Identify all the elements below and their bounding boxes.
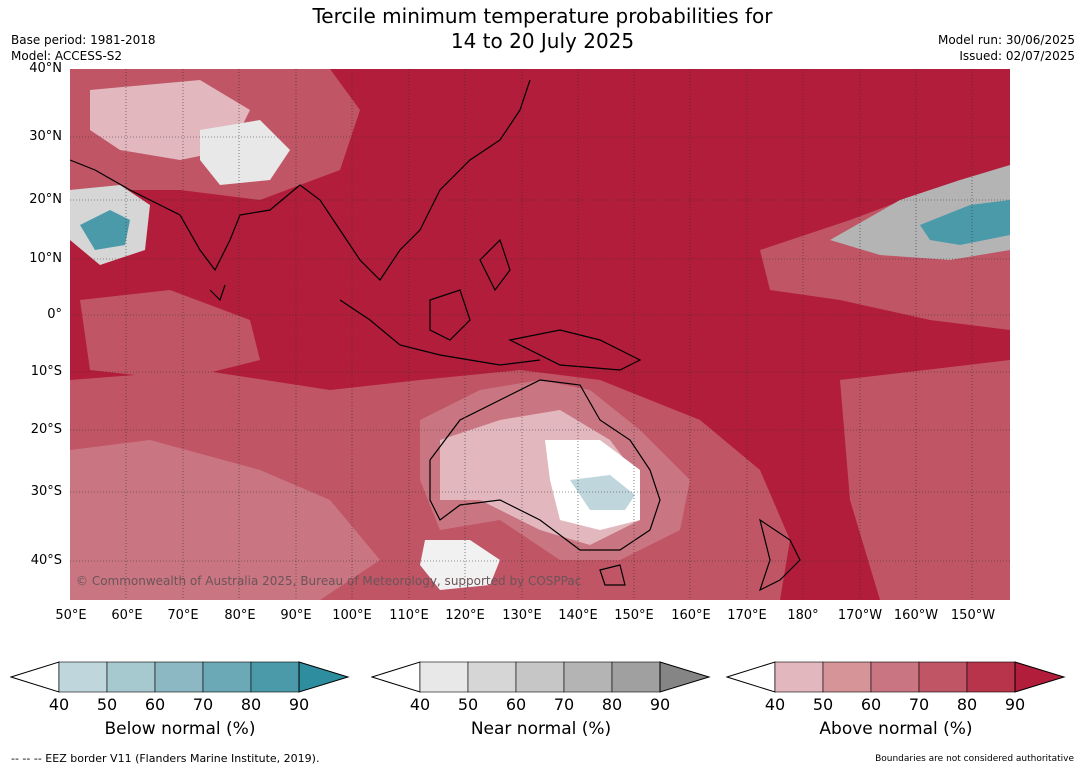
lat-label-40s: 40°S bbox=[30, 553, 62, 568]
cbar-near-high-triangle bbox=[659, 661, 711, 693]
tick: 90 bbox=[288, 695, 310, 714]
tick: 80 bbox=[240, 695, 262, 714]
lon-label-120e: 120°E bbox=[445, 608, 485, 623]
cbar-above-segment bbox=[966, 661, 1016, 693]
lon-label-90e: 90°E bbox=[280, 608, 312, 623]
lon-label-170e: 170°E bbox=[727, 608, 767, 623]
map-title: Tercile minimum temperature probabilitie… bbox=[0, 4, 1085, 54]
field-band-south-2 bbox=[70, 440, 380, 600]
lat-label-10n: 10°N bbox=[29, 251, 62, 266]
cbar-above-high-triangle bbox=[1014, 661, 1066, 693]
colorbar-near-normal bbox=[371, 661, 711, 693]
lon-label-130e: 130°E bbox=[502, 608, 542, 623]
boundary-disclaimer: Boundaries are not considered authoritat… bbox=[875, 754, 1074, 764]
eez-note: -- -- -- EEZ border V11 (Flanders Marine… bbox=[11, 752, 320, 765]
cbar-below-high-triangle bbox=[298, 661, 350, 693]
lon-label-160e: 160°E bbox=[671, 608, 711, 623]
lat-label-30s: 30°S bbox=[30, 484, 62, 499]
tick: 50 bbox=[96, 695, 118, 714]
cbar-near-segment bbox=[515, 661, 565, 693]
lat-label-30n: 30°N bbox=[29, 129, 62, 144]
tick: 70 bbox=[908, 695, 930, 714]
colorbar-below-normal bbox=[10, 661, 350, 693]
cbar-below-low-triangle bbox=[10, 661, 60, 693]
colorbar-near-title: Near normal (%) bbox=[470, 719, 612, 739]
cbar-below-segment bbox=[58, 661, 108, 693]
cbar-near-low-triangle bbox=[371, 661, 421, 693]
cbar-near-segment bbox=[419, 661, 469, 693]
lon-label-140e: 140°E bbox=[558, 608, 598, 623]
cbar-near-segment bbox=[467, 661, 517, 693]
cbar-above-segment bbox=[822, 661, 872, 693]
tick: 80 bbox=[956, 695, 978, 714]
lon-label-150w: 150°W bbox=[950, 608, 996, 623]
tick: 60 bbox=[860, 695, 882, 714]
tick: 60 bbox=[505, 695, 527, 714]
model-name: Model: ACCESS-S2 bbox=[11, 49, 123, 63]
cbar-below-segment bbox=[202, 661, 252, 693]
tick: 70 bbox=[192, 695, 214, 714]
lon-label-110e: 110°E bbox=[389, 608, 429, 623]
meta-right: Model run: 30/06/2025 Issued: 02/07/2025 bbox=[938, 32, 1075, 64]
base-period: Base period: 1981-2018 bbox=[11, 33, 156, 47]
field-band-central-ocean bbox=[80, 290, 260, 380]
lon-label-50e: 50°E bbox=[55, 608, 87, 623]
cbar-above-low-triangle bbox=[726, 661, 776, 693]
title-line-1: Tercile minimum temperature probabilitie… bbox=[312, 4, 773, 28]
title-line-2: 14 to 20 July 2025 bbox=[450, 29, 635, 53]
cbar-below-segment bbox=[106, 661, 156, 693]
tick: 90 bbox=[1004, 695, 1026, 714]
field-australia-below bbox=[570, 475, 635, 510]
cbar-above-segment bbox=[774, 661, 824, 693]
lon-label-70e: 70°E bbox=[167, 608, 199, 623]
field-arabia-below bbox=[80, 210, 130, 250]
meta-left: Base period: 1981-2018 Model: ACCESS-S2 bbox=[11, 32, 156, 64]
cbar-below-segment bbox=[154, 661, 204, 693]
probability-field bbox=[70, 69, 1010, 600]
lat-label-20n: 20°N bbox=[29, 192, 62, 207]
colorbar-below-title: Below normal (%) bbox=[104, 719, 256, 739]
copyright-notice: © Commonwealth of Australia 2025, Bureau… bbox=[76, 574, 582, 588]
tick: 60 bbox=[144, 695, 166, 714]
field-south-white bbox=[420, 540, 500, 590]
lon-label-60e: 60°E bbox=[111, 608, 143, 623]
cbar-below-segment bbox=[250, 661, 300, 693]
graticule bbox=[70, 69, 1010, 600]
lon-label-150e: 150°E bbox=[614, 608, 654, 623]
lon-label-80e: 80°E bbox=[224, 608, 256, 623]
tick: 40 bbox=[48, 695, 70, 714]
cbar-above-segment bbox=[918, 661, 968, 693]
tick: 40 bbox=[764, 695, 786, 714]
tick: 40 bbox=[409, 695, 431, 714]
cbar-near-segment bbox=[563, 661, 613, 693]
field-pacific-below bbox=[920, 200, 1010, 245]
lat-label-20s: 20°S bbox=[30, 422, 62, 437]
coastlines bbox=[70, 79, 801, 592]
tick: 50 bbox=[457, 695, 479, 714]
tick: 80 bbox=[601, 695, 623, 714]
field-asia-near bbox=[200, 120, 290, 185]
lat-label-40n: 40°N bbox=[29, 61, 62, 76]
lon-label-160w: 160°W bbox=[893, 608, 939, 623]
lat-label-10s: 10°S bbox=[30, 364, 62, 379]
cbar-near-segment bbox=[611, 661, 661, 693]
tick: 90 bbox=[649, 695, 671, 714]
lon-label-100e: 100°E bbox=[332, 608, 372, 623]
colorbar-above-normal bbox=[726, 661, 1066, 693]
tick: 70 bbox=[553, 695, 575, 714]
colorbar-above-title: Above normal (%) bbox=[819, 719, 973, 739]
cbar-above-segment bbox=[870, 661, 920, 693]
lat-label-0: 0° bbox=[47, 307, 62, 322]
tick: 50 bbox=[812, 695, 834, 714]
lon-label-180: 180° bbox=[787, 608, 819, 623]
lon-label-170w: 170°W bbox=[837, 608, 883, 623]
issued-date: Issued: 02/07/2025 bbox=[959, 49, 1075, 63]
field-band-sw-pacific bbox=[840, 360, 1010, 600]
model-run: Model run: 30/06/2025 bbox=[937, 33, 1075, 47]
